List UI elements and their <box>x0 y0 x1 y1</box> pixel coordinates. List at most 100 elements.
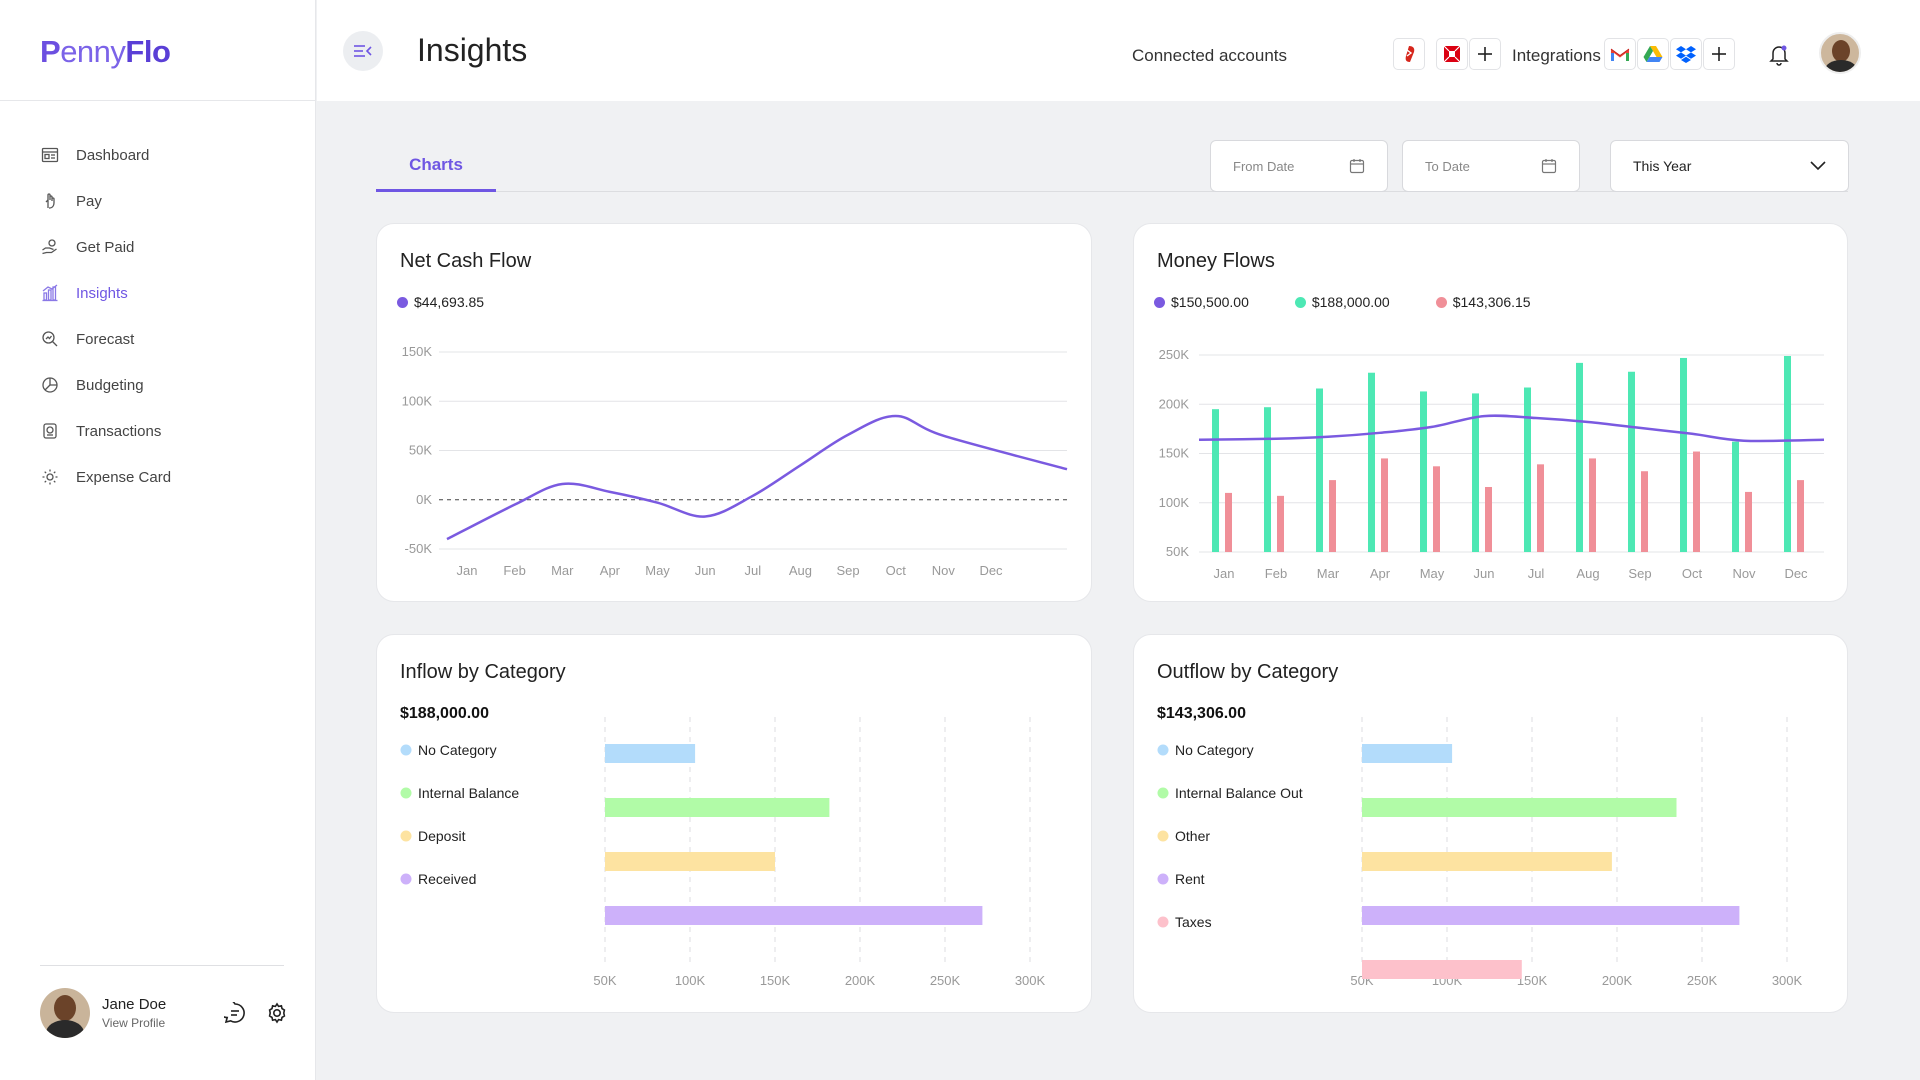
forecast-search-icon <box>40 329 60 349</box>
tab-charts[interactable]: Charts <box>376 140 496 192</box>
to-date-placeholder: To Date <box>1425 158 1470 174</box>
outflow-bar <box>1329 480 1336 552</box>
category-dot <box>1157 744 1169 756</box>
outflow-bar <box>1537 464 1544 552</box>
add-account-plus-icon[interactable] <box>1469 38 1501 70</box>
legend-dot <box>1294 296 1306 308</box>
outflow-bar <box>1641 471 1648 552</box>
inflow-by-category-chart: 50K 100K 150K 200K 250K 300K No Category Intern… <box>400 717 1046 988</box>
notification-bell-icon[interactable] <box>1764 40 1794 70</box>
category-bar <box>1362 960 1522 979</box>
sidebar-item-label: Budgeting <box>76 376 144 394</box>
view-profile-link[interactable]: View Profile <box>102 1016 166 1030</box>
outflow-bar <box>1589 458 1596 552</box>
x-tick-label: Nov <box>1732 566 1756 581</box>
tab-bar: Charts <box>376 140 1848 192</box>
x-tick-label: 200K <box>845 973 876 988</box>
category-bar <box>605 852 775 871</box>
user-profile[interactable]: Jane Doe View Profile <box>40 988 290 1038</box>
legend-label: $188,000.00 <box>1311 294 1390 310</box>
legend-dot <box>1154 296 1165 308</box>
y-tick-label: 200K <box>1159 396 1190 411</box>
sidebar-item-budgeting[interactable]: Budgeting <box>40 362 290 408</box>
category-bar <box>1362 744 1453 763</box>
outflow-bar <box>1797 480 1804 552</box>
bank-account-2-icon[interactable] <box>1436 38 1468 70</box>
inflow-bar <box>1420 391 1427 552</box>
x-tick-label: Mar <box>1317 566 1340 581</box>
x-tick-label: 300K <box>1772 973 1803 988</box>
sidebar-item-insights[interactable]: Insights <box>40 270 290 316</box>
inflow-bar <box>1732 441 1739 552</box>
dropbox-icon[interactable] <box>1670 38 1702 70</box>
profile-names: Jane Doe View Profile <box>102 996 206 1030</box>
inflow-bar <box>1576 362 1583 552</box>
sidebar-item-label: Transactions <box>76 422 162 440</box>
x-tick-label: 150K <box>760 973 791 988</box>
x-tick-label: Mar <box>551 563 574 578</box>
from-date-placeholder: From Date <box>1233 158 1295 174</box>
settings-gear-icon[interactable] <box>264 1000 290 1026</box>
sidebar-item-forecast[interactable]: Forecast <box>40 316 290 362</box>
budgeting-pie-icon <box>40 375 60 395</box>
legend-dot <box>1435 296 1447 308</box>
y-tick-label: 150K <box>1159 446 1190 461</box>
chevron-down-icon <box>1810 161 1826 171</box>
add-integration-plus-icon[interactable] <box>1703 38 1735 70</box>
category-bar <box>1362 852 1612 871</box>
category-label: Internal Balance <box>418 785 519 801</box>
x-tick-label: Jan <box>1214 566 1235 581</box>
category-bar <box>605 744 696 763</box>
y-tick-label: 100K <box>1159 495 1190 510</box>
money-flows-legend: $150,500.00 $188,000.00 $143,306.15 <box>1154 294 1577 310</box>
y-tick-label: 100K <box>402 393 433 408</box>
get-paid-icon <box>40 237 60 257</box>
sidebar-item-dashboard[interactable]: Dashboard <box>40 132 290 178</box>
x-tick-label: 300K <box>1015 973 1046 988</box>
x-tick-label: Dec <box>1784 566 1808 581</box>
google-drive-icon[interactable] <box>1637 38 1669 70</box>
sidebar-item-pay[interactable]: Pay <box>40 178 290 224</box>
sidebar-item-transactions[interactable]: Transactions <box>40 408 290 454</box>
category-label: Received <box>418 871 476 887</box>
x-tick-label: Oct <box>886 563 907 578</box>
inflow-bar <box>1472 393 1479 552</box>
sidebar-item-label: Forecast <box>76 330 135 348</box>
inflow-bar <box>1212 409 1219 552</box>
sidebar-item-expense-card[interactable]: Expense Card <box>40 454 290 500</box>
profile-name: Jane Doe <box>102 996 167 1013</box>
x-tick-label: 50K <box>593 973 616 988</box>
collapse-menu-button[interactable] <box>343 31 383 71</box>
bank-account-1-icon[interactable] <box>1393 38 1425 70</box>
category-dot <box>400 744 412 756</box>
from-date-input[interactable]: From Date <box>1210 140 1388 192</box>
legend-label: $143,306.15 <box>1452 294 1531 310</box>
y-tick-label: -50K <box>405 541 433 556</box>
sidebar-item-get-paid[interactable]: Get Paid <box>40 224 290 270</box>
x-tick-label: May <box>645 563 670 578</box>
inflow-bar <box>1316 388 1323 552</box>
header-avatar[interactable] <box>1819 32 1861 74</box>
category-dot <box>1157 830 1169 842</box>
to-date-input[interactable]: To Date <box>1402 140 1580 192</box>
y-tick-label: 0K <box>416 492 432 507</box>
x-tick-label: Jan <box>457 563 478 578</box>
connected-accounts-label: Connected accounts <box>1132 46 1287 65</box>
inflow-bar <box>1784 355 1791 552</box>
avatar[interactable] <box>40 988 90 1038</box>
sidebar-nav: Dashboard Pay Get Paid Insights Forecast… <box>40 132 290 500</box>
chat-icon[interactable] <box>222 1000 248 1026</box>
sidebar-item-label: Dashboard <box>76 146 150 164</box>
category-bar <box>1362 798 1677 817</box>
period-select[interactable]: This Year <box>1610 140 1849 192</box>
legend-label: $150,500.00 <box>1171 294 1249 310</box>
x-tick-label: 250K <box>930 973 961 988</box>
category-label: Deposit <box>418 828 466 844</box>
profile-divider <box>40 965 284 966</box>
category-dot <box>400 873 412 885</box>
calendar-icon <box>1349 159 1365 174</box>
gmail-icon[interactable] <box>1604 38 1636 70</box>
x-tick-label: Jul <box>745 563 762 578</box>
